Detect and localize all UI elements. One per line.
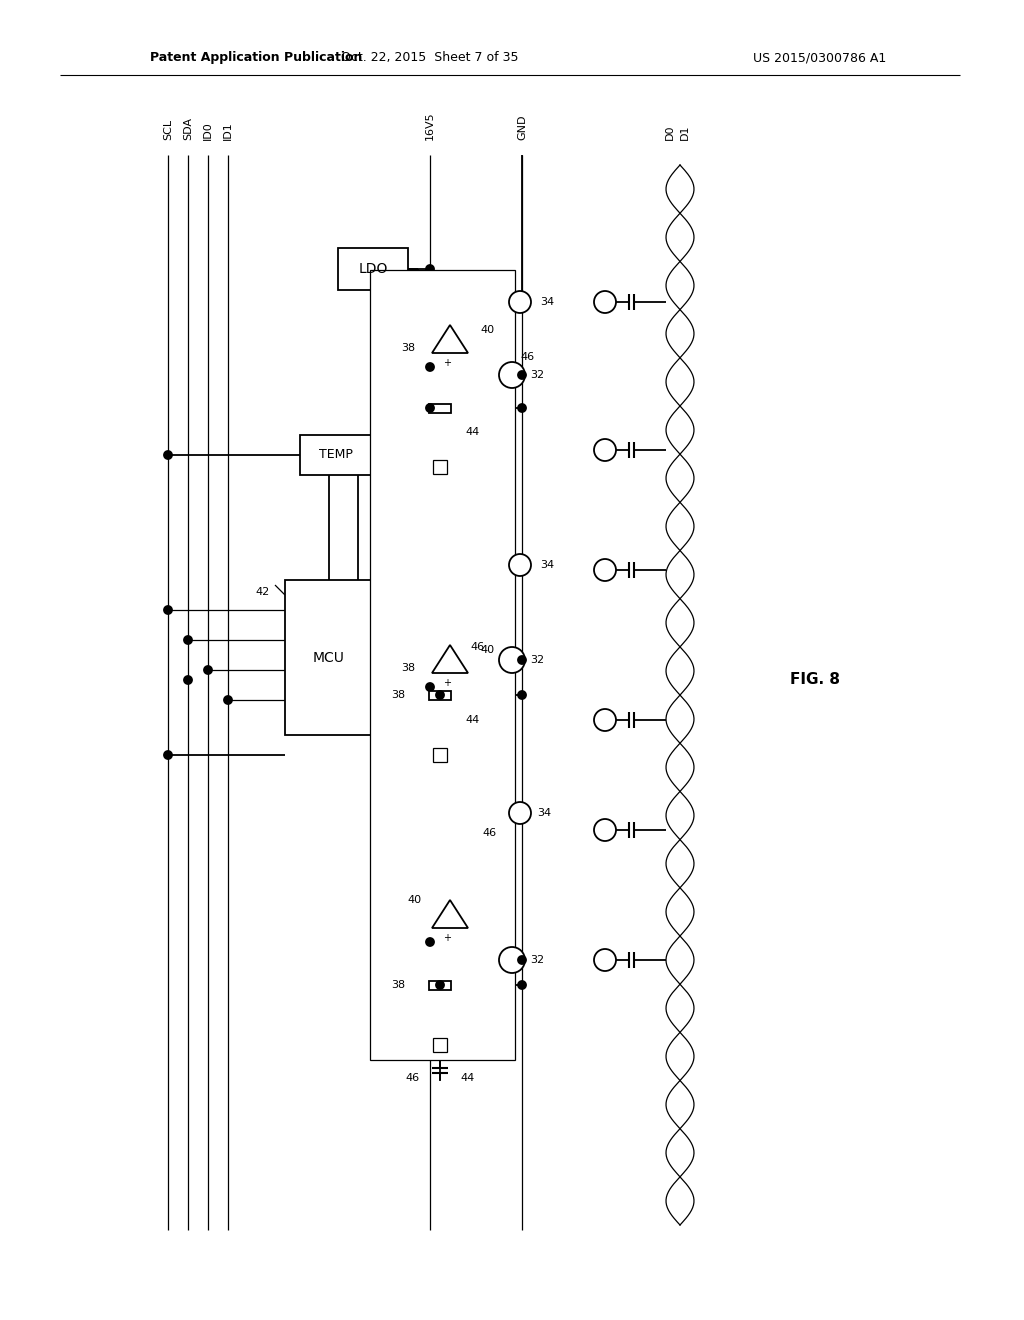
Text: US 2015/0300786 A1: US 2015/0300786 A1	[754, 51, 887, 65]
Text: SDA: SDA	[183, 117, 193, 140]
Text: 46: 46	[520, 352, 535, 362]
Bar	[429, 690, 451, 700]
Circle shape	[426, 404, 434, 412]
Text: 46: 46	[483, 828, 497, 838]
Text: ID0: ID0	[203, 121, 213, 140]
Bar	[429, 981, 451, 990]
Circle shape	[436, 690, 444, 700]
Circle shape	[594, 440, 616, 461]
Circle shape	[499, 647, 525, 673]
Text: Oct. 22, 2015  Sheet 7 of 35: Oct. 22, 2015 Sheet 7 of 35	[341, 51, 519, 65]
Circle shape	[518, 690, 526, 700]
Text: LDO: LDO	[358, 261, 388, 276]
Circle shape	[499, 362, 525, 388]
Circle shape	[164, 751, 172, 759]
Text: 32: 32	[530, 370, 544, 380]
Circle shape	[518, 956, 526, 964]
Text: 46: 46	[470, 642, 484, 652]
Bar	[285, 579, 373, 735]
Text: 38: 38	[400, 663, 415, 673]
Text: 34: 34	[540, 560, 554, 570]
Text: MCU: MCU	[313, 651, 345, 664]
Circle shape	[594, 949, 616, 972]
Text: Patent Application Publication: Patent Application Publication	[150, 51, 362, 65]
Circle shape	[436, 981, 444, 989]
Circle shape	[594, 818, 616, 841]
Circle shape	[518, 981, 526, 989]
Circle shape	[594, 709, 616, 731]
Text: FIG. 8: FIG. 8	[790, 672, 840, 688]
Text: 46: 46	[406, 1073, 420, 1082]
Text: 40: 40	[480, 325, 495, 335]
Circle shape	[594, 290, 616, 313]
Text: GND: GND	[517, 115, 527, 140]
Circle shape	[426, 363, 434, 371]
Text: D1: D1	[680, 124, 690, 140]
Circle shape	[594, 558, 616, 581]
Circle shape	[164, 451, 172, 459]
Circle shape	[426, 682, 434, 690]
Text: 44: 44	[465, 426, 479, 437]
Circle shape	[184, 676, 193, 684]
Bar	[433, 1038, 447, 1052]
Text: 16V5: 16V5	[425, 111, 435, 140]
Text: 38: 38	[400, 343, 415, 352]
Circle shape	[518, 371, 526, 379]
Text: 44: 44	[465, 715, 479, 725]
Text: 38: 38	[391, 690, 406, 700]
Circle shape	[509, 554, 531, 576]
Circle shape	[426, 265, 434, 273]
Text: 34: 34	[540, 297, 554, 308]
Text: +: +	[443, 358, 451, 368]
Bar	[433, 459, 447, 474]
Bar	[300, 436, 372, 475]
Circle shape	[509, 290, 531, 313]
Circle shape	[509, 803, 531, 824]
Text: TEMP: TEMP	[319, 449, 353, 462]
Circle shape	[518, 404, 526, 412]
Circle shape	[426, 939, 434, 946]
Circle shape	[204, 667, 212, 675]
Text: +: +	[443, 677, 451, 688]
Text: 40: 40	[408, 895, 422, 906]
Circle shape	[499, 946, 525, 973]
Text: 44: 44	[460, 1073, 474, 1082]
Text: 32: 32	[530, 954, 544, 965]
Bar	[433, 748, 447, 762]
Circle shape	[518, 656, 526, 664]
Circle shape	[224, 696, 232, 704]
Text: 40: 40	[480, 645, 495, 655]
Text: +: +	[443, 933, 451, 942]
Text: D0: D0	[665, 124, 675, 140]
Text: SCL: SCL	[163, 119, 173, 140]
Bar	[338, 248, 408, 290]
Text: 34: 34	[537, 808, 551, 818]
Text: 42: 42	[256, 587, 270, 597]
Text: 32: 32	[530, 655, 544, 665]
Circle shape	[164, 606, 172, 614]
Bar	[370, 271, 515, 1060]
Text: ID1: ID1	[223, 121, 233, 140]
Text: 38: 38	[391, 979, 406, 990]
Bar	[429, 404, 451, 412]
Circle shape	[184, 636, 193, 644]
